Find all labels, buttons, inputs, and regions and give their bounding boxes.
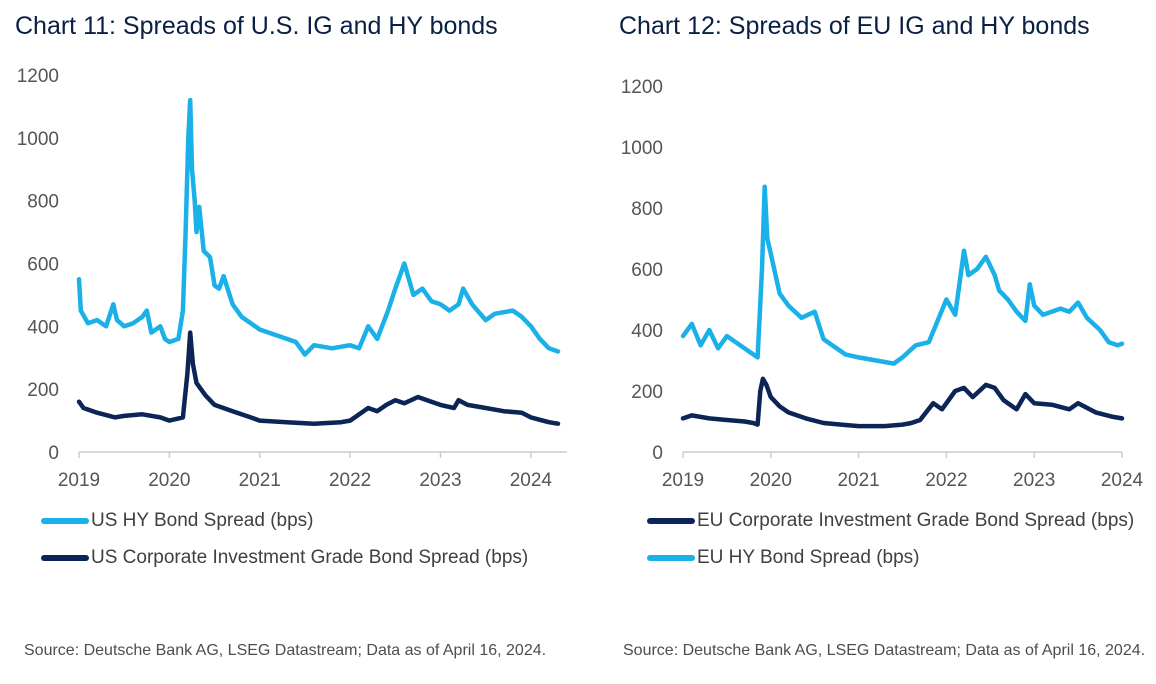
chart-11-legend: US HY Bond Spread (bps) US Corporate Inv…	[41, 508, 581, 582]
chart-12-x-tick-label: 2020	[750, 470, 792, 491]
chart-12-series-line-0	[680, 376, 1125, 429]
chart-12-source: Source: Deutsche Bank AG, LSEG Datastrea…	[623, 642, 1146, 659]
chart-11-x-tick-label: 2020	[148, 470, 190, 491]
legend-swatch-eu-ig	[647, 518, 695, 524]
chart-11-series-line-0	[76, 97, 561, 357]
legend-label-us-ig: US Corporate Investment Grade Bond Sprea…	[91, 547, 529, 568]
legend-swatch-eu-hy	[647, 555, 695, 561]
chart-12-y-tick-label: 0	[652, 443, 663, 464]
legend-item-us-ig: US Corporate Investment Grade Bond Sprea…	[41, 545, 581, 570]
chart-12-series-line-1	[680, 184, 1125, 366]
legend-swatch-us-hy	[41, 518, 89, 524]
chart-11-y-tick-label: 800	[27, 192, 59, 213]
chart-11-panel: Chart 11: Spreads of U.S. IG and HY bond…	[15, 12, 581, 659]
chart-12-x-tick-label: 2023	[1013, 470, 1055, 491]
chart-11-y-tick-label: 400	[27, 317, 59, 338]
chart-12-y-tick-label: 400	[631, 321, 663, 342]
legend-item-eu-hy: EU HY Bond Spread (bps)	[647, 545, 1147, 570]
chart-11-y-tick-label: 600	[27, 255, 59, 276]
chart-12-legend: EU Corporate Investment Grade Bond Sprea…	[647, 508, 1147, 582]
chart-11-y-tick-label: 200	[27, 380, 59, 401]
chart-11-series-line-1	[76, 330, 561, 426]
legend-label-eu-hy: EU HY Bond Spread (bps)	[697, 547, 920, 568]
chart-12-y-tick-label: 800	[631, 199, 663, 220]
chart-12-panel: Chart 12: Spreads of EU IG and HY bonds …	[600, 0, 1156, 684]
chart-12-y-tick-label: 1000	[621, 138, 663, 159]
legend-label-us-hy: US HY Bond Spread (bps)	[91, 510, 314, 531]
chart-12-y-tick-label: 1200	[621, 77, 663, 98]
chart-11-y-tick-label: 1200	[17, 66, 59, 87]
legend-label-eu-ig: EU Corporate Investment Grade Bond Sprea…	[697, 510, 1135, 531]
chart-11-x-tick-label: 2024	[510, 470, 553, 491]
chart-11-x-tick-label: 2019	[58, 470, 100, 491]
legend-item-eu-ig: EU Corporate Investment Grade Bond Sprea…	[647, 508, 1147, 533]
chart-12-x-tick-label: 2021	[837, 470, 879, 491]
chart-11-x-tick-label: 2022	[329, 470, 371, 491]
chart-11-source: Source: Deutsche Bank AG, LSEG Datastrea…	[24, 642, 547, 659]
legend-item-us-hy: US HY Bond Spread (bps)	[41, 508, 581, 533]
chart-11-plot: 0 200 400 600 800 1000 1200 2019 2020 2021 2022 202…	[17, 66, 567, 491]
chart-11-y-tick-label: 0	[48, 443, 59, 464]
legend-swatch-us-ig	[41, 555, 89, 561]
chart-12-y-tick-label: 600	[631, 260, 663, 281]
chart-11-y-tick-label: 1000	[17, 129, 59, 150]
chart-11-title: Chart 11: Spreads of U.S. IG and HY bond…	[15, 12, 498, 40]
chart-12-x-tick-label: 2024	[1101, 470, 1144, 491]
chart-11-x-tick-label: 2021	[239, 470, 281, 491]
chart-11-x-tick-label: 2023	[419, 470, 461, 491]
chart-12-plot: 0 200 400 600 800 1000 1200 2019 2020 2021 2022 202…	[621, 77, 1144, 491]
chart-12-y-tick-label: 200	[631, 382, 663, 403]
chart-12-title: Chart 12: Spreads of EU IG and HY bonds	[619, 12, 1090, 40]
chart-12-x-tick-label: 2019	[662, 470, 704, 491]
chart-12-x-tick-label: 2022	[925, 470, 967, 491]
